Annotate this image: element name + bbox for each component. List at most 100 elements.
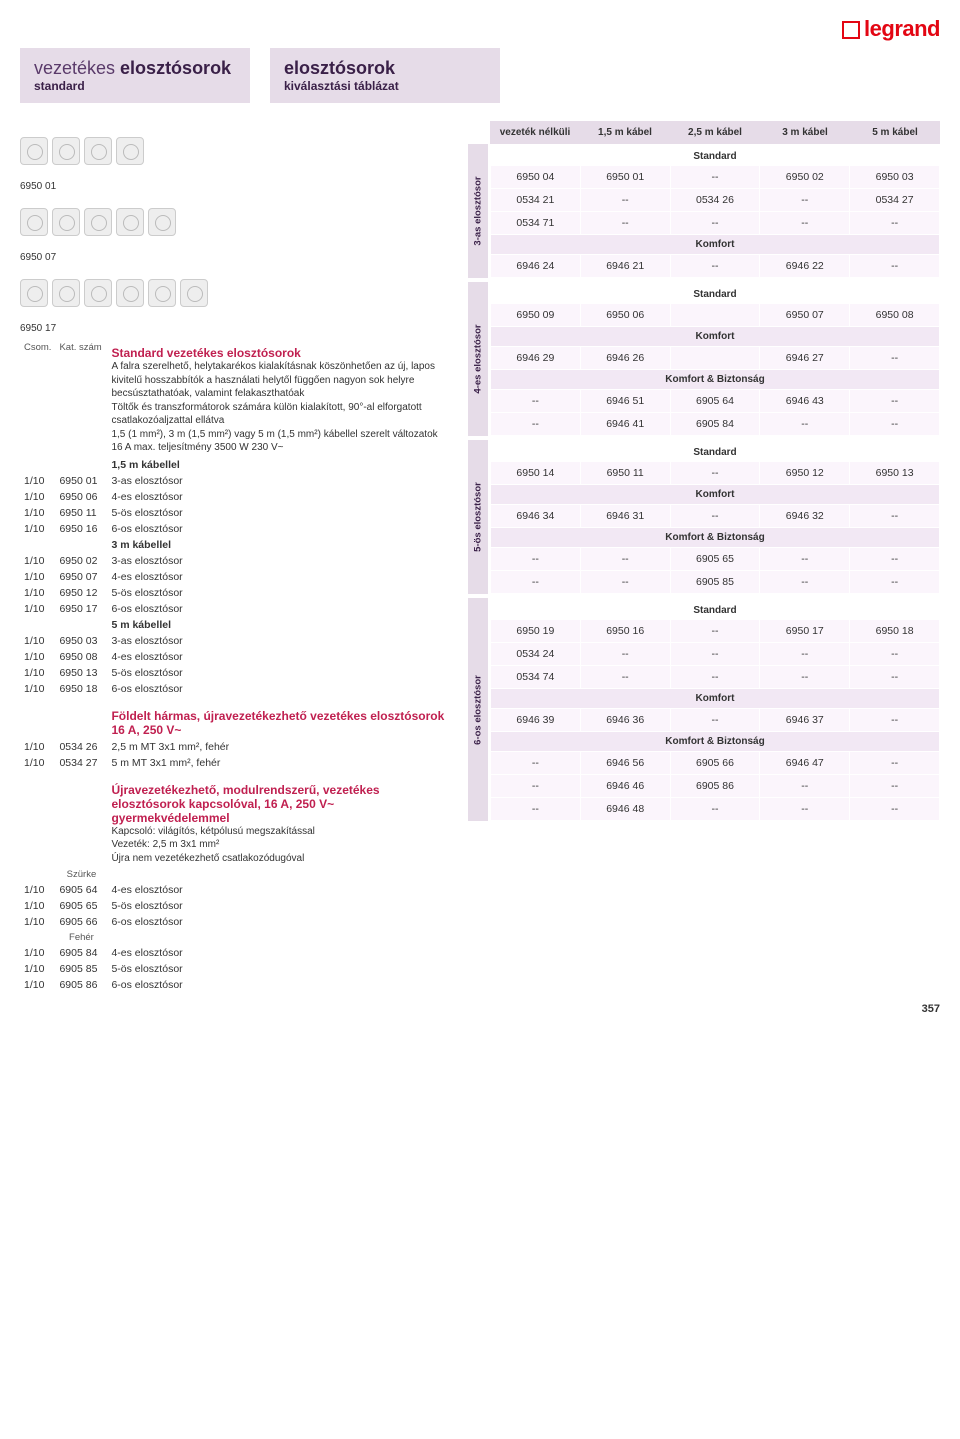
cell-kat: 0534 26	[55, 739, 107, 755]
selection-cell: --	[850, 255, 940, 278]
header-right-sub: kiválasztási táblázat	[284, 79, 486, 93]
selection-cell: 6946 39	[491, 709, 581, 732]
cell-csom: 1/10	[20, 739, 55, 755]
selection-table: Standard6950 096950 066950 076950 08Komf…	[490, 282, 940, 436]
page-headers: vezetékes elosztósorok standard elosztós…	[20, 48, 940, 103]
selection-cell: --	[491, 752, 581, 775]
group-tab-label: 6-os elosztósor	[473, 675, 484, 745]
cell-desc: 5-ös elosztósor	[107, 505, 450, 521]
selection-row: 0534 24--------	[491, 643, 940, 666]
category-row: Standard	[491, 145, 940, 166]
category-row: Standard	[491, 441, 940, 462]
socket-icon	[52, 208, 80, 236]
section3-sub2-label: Fehér	[55, 930, 107, 945]
selection-cell: 6950 11	[580, 462, 670, 485]
socket-icon	[116, 279, 144, 307]
selection-cell: 6946 32	[760, 505, 850, 528]
selection-cell: 6950 16	[580, 620, 670, 643]
section1-title: Standard vezetékes elosztósorok	[111, 342, 446, 360]
product-caption: 6950 07	[20, 252, 450, 263]
selection-cell: --	[491, 548, 581, 571]
cell-kat: 6950 16	[55, 521, 107, 537]
selection-cell: --	[491, 413, 581, 436]
selection-cell: --	[670, 505, 760, 528]
selection-cell: 6946 48	[580, 798, 670, 821]
spec-row: 1/10 6905 85 5-ös elosztósor	[20, 961, 450, 977]
selection-cell: 6950 18	[850, 620, 940, 643]
selection-cell: 6946 31	[580, 505, 670, 528]
group-tab: 3-as elosztósor	[468, 144, 488, 278]
selection-cell: 6946 26	[580, 347, 670, 370]
cell-desc: 4-es elosztósor	[107, 489, 450, 505]
cell-desc: 6-os elosztósor	[107, 914, 450, 930]
group-tab: 5-ös elosztósor	[468, 440, 488, 594]
spec-row: 1/10 6950 13 5-ös elosztósor	[20, 665, 450, 681]
spec-table: Csom. Kat. szám Standard vezetékes elosz…	[20, 340, 450, 993]
selection-cell: 6905 86	[670, 775, 760, 798]
selection-cell: --	[760, 798, 850, 821]
category-row: Standard	[491, 283, 940, 304]
group-subhead: 5 m kábellel	[107, 617, 450, 633]
socket-icon	[84, 208, 112, 236]
selection-table: Standard6950 046950 01--6950 026950 0305…	[490, 144, 940, 278]
cell-kat: 6905 86	[55, 977, 107, 993]
sel-col-header: 3 m kábel	[760, 121, 850, 144]
selection-cell: --	[491, 775, 581, 798]
cell-csom: 1/10	[20, 553, 55, 569]
product-image	[20, 200, 450, 244]
selection-table: Standard6950 196950 16--6950 176950 1805…	[490, 598, 940, 821]
selection-cell: --	[850, 347, 940, 370]
cell-kat: 6950 03	[55, 633, 107, 649]
category-row: Komfort	[491, 485, 940, 505]
spec-row: 1/10 6950 08 4-es elosztósor	[20, 649, 450, 665]
selection-cell: 6946 27	[760, 347, 850, 370]
selection-row: 6946 346946 31--6946 32--	[491, 505, 940, 528]
selection-group: 6-os elosztósor Standard6950 196950 16--…	[490, 598, 940, 821]
selection-cell: --	[491, 571, 581, 594]
selection-cell: 0534 21	[491, 189, 581, 212]
cell-desc: 5 m MT 3x1 mm², fehér	[107, 755, 450, 771]
selection-cell: --	[580, 571, 670, 594]
section2-title: Földelt hármas, újravezetékezhető vezeté…	[111, 699, 446, 737]
header-right-bold: elosztósorok	[284, 58, 395, 78]
col-header-csom: Csom.	[20, 340, 55, 457]
col-header-kat: Kat. szám	[55, 340, 107, 457]
header-left: vezetékes elosztósorok standard	[20, 48, 250, 103]
brand-logo: legrand	[20, 10, 940, 48]
page-number: 357	[20, 1003, 940, 1015]
socket-icon	[116, 208, 144, 236]
socket-icon	[148, 208, 176, 236]
cell-csom: 1/10	[20, 681, 55, 697]
section3-sub1-label: Szürke	[55, 867, 107, 882]
selection-cell: 6950 12	[760, 462, 850, 485]
cell-desc: 5-ös elosztósor	[107, 585, 450, 601]
spec-row: 1/10 6905 86 6-os elosztósor	[20, 977, 450, 993]
spec-row: 1/10 6950 16 6-os elosztósor	[20, 521, 450, 537]
selection-cell: 6950 13	[850, 462, 940, 485]
cell-desc: 4-es elosztósor	[107, 569, 450, 585]
selection-cell: 0534 71	[491, 212, 581, 235]
group-subhead: 1,5 m kábellel	[107, 457, 450, 473]
selection-cell	[670, 304, 760, 327]
selection-row: 0534 74--------	[491, 666, 940, 689]
selection-cell: 6950 08	[850, 304, 940, 327]
cell-kat: 6905 85	[55, 961, 107, 977]
selection-cell: 6950 19	[491, 620, 581, 643]
cell-desc: 3-as elosztósor	[107, 553, 450, 569]
selection-group: 4-es elosztósor Standard6950 096950 0669…	[490, 282, 940, 436]
socket-icon	[84, 279, 112, 307]
cell-desc: 3-as elosztósor	[107, 473, 450, 489]
sel-col-header: 5 m kábel	[850, 121, 940, 144]
category-row: Komfort & Biztonság	[491, 528, 940, 548]
header-left-bold: elosztósorok	[120, 58, 231, 78]
selection-row: 6950 196950 16--6950 176950 18	[491, 620, 940, 643]
selection-row: 6946 246946 21--6946 22--	[491, 255, 940, 278]
cell-csom: 1/10	[20, 489, 55, 505]
selection-row: 6950 146950 11--6950 126950 13	[491, 462, 940, 485]
cell-kat: 6950 08	[55, 649, 107, 665]
selection-cell: 6950 03	[850, 166, 940, 189]
selection-cell: --	[850, 505, 940, 528]
selection-cell: --	[670, 643, 760, 666]
group-tab-label: 5-ös elosztósor	[473, 482, 484, 552]
cell-desc: 6-os elosztósor	[107, 977, 450, 993]
